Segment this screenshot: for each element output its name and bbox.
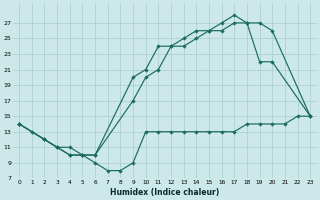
X-axis label: Humidex (Indice chaleur): Humidex (Indice chaleur) — [110, 188, 219, 197]
